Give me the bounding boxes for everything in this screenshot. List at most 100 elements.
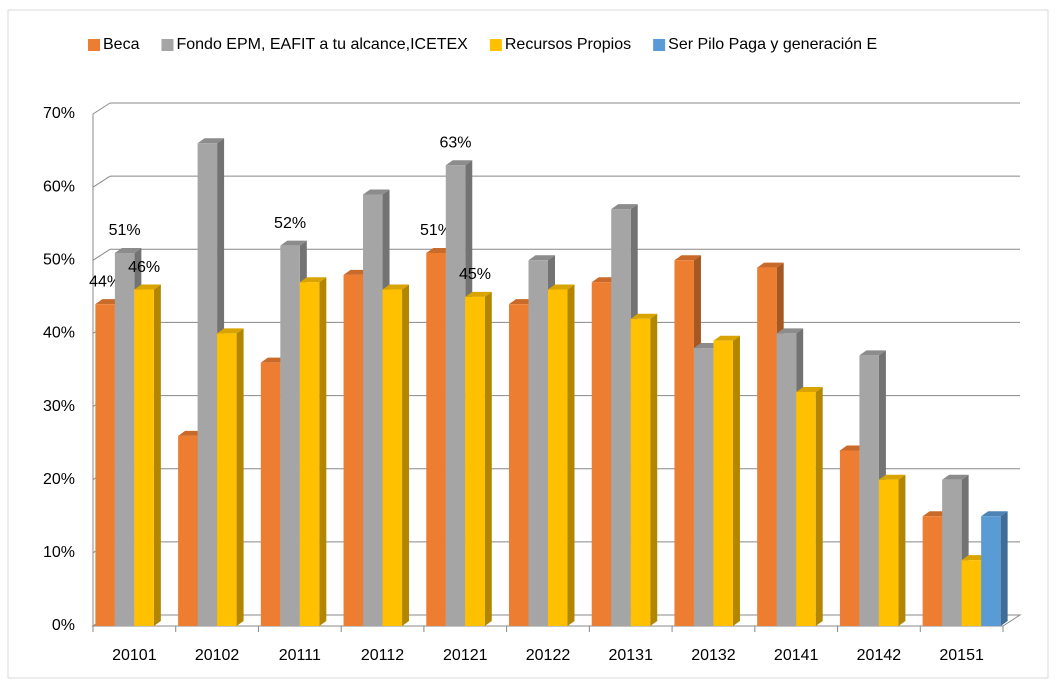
bar-top bbox=[134, 284, 161, 290]
bar-top bbox=[630, 313, 658, 319]
bar bbox=[197, 143, 218, 626]
bar-top bbox=[981, 511, 1008, 517]
y-tick-label: 50% bbox=[43, 252, 75, 269]
bar-top bbox=[548, 284, 575, 290]
bar bbox=[509, 304, 529, 626]
bar bbox=[280, 245, 300, 626]
bar-top bbox=[217, 328, 244, 334]
bar bbox=[426, 252, 446, 626]
bar-top bbox=[776, 328, 804, 334]
data-label: 44% bbox=[89, 273, 121, 290]
data-label: 63% bbox=[440, 134, 472, 151]
bar bbox=[713, 340, 733, 626]
y-tick-label: 10% bbox=[43, 544, 75, 561]
legend-swatch bbox=[653, 39, 666, 51]
x-tick-label: 20122 bbox=[526, 647, 571, 664]
bar bbox=[465, 296, 485, 626]
bar bbox=[217, 333, 237, 626]
legend-swatch bbox=[489, 39, 502, 51]
bar bbox=[114, 252, 135, 626]
x-tick-label: 20132 bbox=[691, 647, 736, 664]
bar-side bbox=[402, 284, 410, 626]
bar bbox=[942, 479, 962, 626]
y-tick-label: 60% bbox=[43, 178, 75, 195]
y-tick-label: 20% bbox=[43, 471, 75, 488]
bar-top bbox=[611, 204, 638, 210]
bar bbox=[981, 516, 1001, 626]
bar-top bbox=[757, 262, 784, 268]
bar-side bbox=[236, 328, 244, 626]
x-tick-label: 20121 bbox=[443, 647, 488, 664]
x-tick-label: 20101 bbox=[112, 647, 157, 664]
bar-side bbox=[650, 313, 658, 626]
bar bbox=[178, 435, 198, 626]
y-tick-label: 40% bbox=[43, 325, 75, 342]
bar bbox=[95, 304, 115, 626]
grid-line bbox=[92, 175, 111, 188]
data-label: 52% bbox=[274, 215, 306, 232]
bar bbox=[757, 267, 777, 626]
data-label: 51% bbox=[420, 222, 452, 239]
bar bbox=[776, 333, 797, 626]
bar bbox=[363, 194, 383, 626]
bar bbox=[961, 560, 982, 626]
bar bbox=[630, 318, 651, 626]
bar-top bbox=[363, 189, 390, 195]
x-tick-label: 20111 bbox=[279, 647, 321, 664]
bar bbox=[796, 391, 816, 626]
bar bbox=[299, 282, 320, 626]
bar-top bbox=[465, 291, 492, 297]
data-label: 45% bbox=[459, 266, 491, 283]
bar-side bbox=[567, 284, 575, 626]
bar-top bbox=[197, 138, 225, 144]
bar-top bbox=[878, 474, 906, 480]
bar-top bbox=[280, 240, 307, 246]
x-tick-label: 20142 bbox=[857, 647, 902, 664]
legend-label: Beca bbox=[103, 36, 140, 53]
data-label: 46% bbox=[128, 259, 160, 276]
legend-label: Fondo EPM, EAFIT a tu alcance,ICETEX bbox=[176, 36, 468, 53]
bar-top bbox=[382, 284, 410, 290]
legend-label: Recursos Propios bbox=[505, 36, 631, 53]
data-label: 51% bbox=[109, 222, 141, 239]
bar-side bbox=[1000, 511, 1008, 626]
grid-line bbox=[92, 102, 111, 115]
bar bbox=[382, 289, 403, 626]
bar bbox=[878, 479, 899, 626]
bar bbox=[260, 362, 281, 626]
bar bbox=[343, 274, 364, 626]
bar bbox=[922, 516, 943, 626]
bar-side bbox=[319, 277, 327, 626]
bar bbox=[674, 260, 694, 626]
bar bbox=[839, 450, 860, 626]
bar-top bbox=[796, 386, 823, 392]
bar bbox=[693, 348, 714, 626]
y-tick-label: 70% bbox=[43, 105, 75, 122]
x-tick-label: 20112 bbox=[361, 647, 404, 664]
grid-line bbox=[92, 248, 111, 261]
y-tick-label: 0% bbox=[52, 617, 75, 634]
bar-top bbox=[942, 474, 969, 480]
bar-top bbox=[859, 350, 886, 356]
x-tick-label: 20141 bbox=[774, 647, 819, 664]
bar bbox=[611, 209, 631, 627]
bar-side bbox=[815, 386, 823, 626]
x-tick-label: 20151 bbox=[939, 647, 984, 664]
legend-label: Ser Pilo Paga y generación E bbox=[668, 36, 877, 53]
bar bbox=[134, 289, 154, 626]
bar bbox=[548, 289, 568, 626]
bar-side bbox=[898, 474, 906, 626]
bar bbox=[859, 355, 879, 626]
bar-top bbox=[528, 255, 555, 261]
bar-side bbox=[732, 335, 740, 626]
legend-swatch bbox=[88, 39, 100, 51]
x-tick-label: 20131 bbox=[608, 647, 653, 664]
bar bbox=[591, 282, 612, 626]
bar-top bbox=[114, 247, 142, 253]
y-tick-label: 30% bbox=[43, 398, 75, 415]
bar-top bbox=[713, 335, 740, 341]
bar bbox=[528, 260, 548, 626]
bar-side bbox=[153, 284, 161, 626]
legend-swatch bbox=[161, 39, 174, 51]
